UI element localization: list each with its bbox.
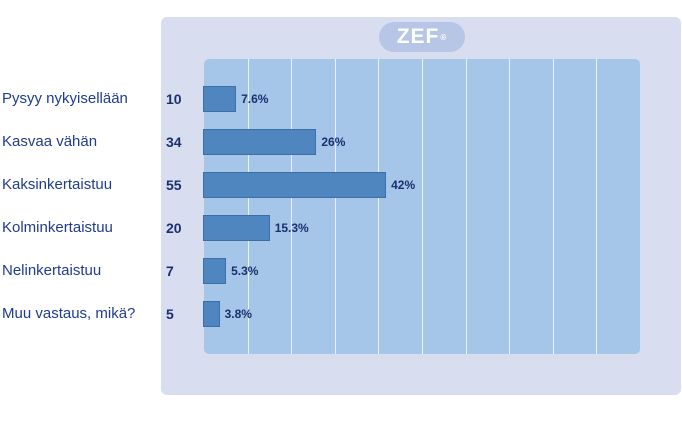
category-label: Nelinkertaistuu [2,262,102,279]
count-label: 20 [166,220,182,236]
gridline [291,59,292,354]
bar [203,86,237,112]
category-label: Muu vastaus, mikä? [2,305,136,322]
logo-registered-mark: ® [440,32,448,42]
category-label: Kolminkertaistuu [2,219,113,236]
gridline [422,59,423,354]
gridline [553,59,554,354]
bar-row: Kaksinkertaistuu 55 42% [0,170,682,200]
gridline [335,59,336,354]
bar [203,258,227,284]
gridline [248,59,249,354]
bar-row: Muu vastaus, mikä? 5 3.8% [0,299,682,329]
bar [203,301,220,327]
percent-label: 42% [391,178,416,192]
category-label: Kaksinkertaistuu [2,176,113,193]
zef-logo: ZEF ® [379,22,465,52]
bar [203,172,387,198]
count-label: 7 [166,263,174,279]
percent-label: 3.8% [224,307,252,321]
count-label: 34 [166,134,182,150]
bar [203,129,317,155]
percent-label: 26% [321,135,346,149]
category-label: Kasvaa vähän [2,133,98,150]
percent-label: 7.6% [241,92,269,106]
count-label: 55 [166,177,182,193]
plot-area [204,59,640,354]
bar-row: Nelinkertaistuu 7 5.3% [0,256,682,286]
category-label: Pysyy nykyisellään [2,90,128,107]
bar-row: Kasvaa vähän 34 26% [0,127,682,157]
percent-label: 15.3% [274,221,309,235]
gridline [509,59,510,354]
logo-text: ZEF [396,25,440,48]
bar [203,215,270,241]
gridline [596,59,597,354]
bar-row: Pysyy nykyisellään 10 7.6% [0,84,682,114]
gridline [378,59,379,354]
count-label: 5 [166,306,174,322]
gridline [466,59,467,354]
bar-row: Kolminkertaistuu 20 15.3% [0,213,682,243]
percent-label: 5.3% [231,264,259,278]
count-label: 10 [166,91,182,107]
